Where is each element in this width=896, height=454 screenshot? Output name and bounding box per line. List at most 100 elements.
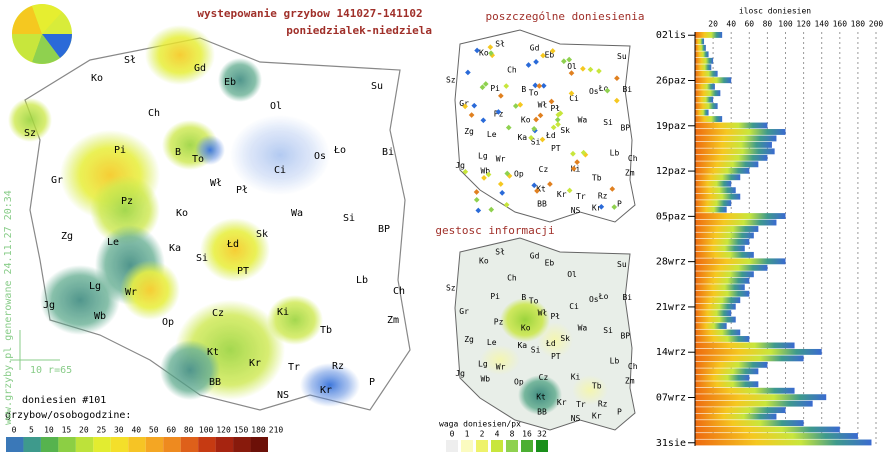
legend-tick-label: 0 <box>12 426 17 435</box>
mini-city-label: Wł <box>538 100 548 109</box>
report-dot <box>533 116 539 123</box>
report-dot <box>555 121 561 128</box>
city-label: PT <box>237 266 249 277</box>
mini-city-label: Bi <box>622 85 632 94</box>
bar <box>695 57 714 64</box>
legend-tick-label: 210 <box>269 426 284 435</box>
bar <box>695 187 736 194</box>
city-label: Pz <box>121 196 133 207</box>
city-label: Tr <box>288 362 300 373</box>
weight-swatch <box>461 440 473 452</box>
report-dot <box>604 87 611 94</box>
title: wystepowanie grzybow 141027-141102 <box>197 7 422 20</box>
mini-city-label: Os <box>589 87 599 96</box>
mini-city-label: Zg <box>464 127 474 136</box>
bar <box>695 361 768 368</box>
report-dot <box>587 66 594 73</box>
mini-city-label: Sz <box>446 284 456 293</box>
report-dot <box>566 187 573 194</box>
mini-city-label: Wa <box>578 115 588 124</box>
mini-city-label: Ci <box>569 302 579 311</box>
legend-tick-label: 180 <box>251 426 266 435</box>
report-dot <box>550 124 557 131</box>
city-label: Os <box>314 151 326 162</box>
mini-city-label: NS <box>571 414 581 423</box>
legend-swatch <box>198 437 216 452</box>
bar <box>695 103 718 110</box>
city-label: Ko <box>176 208 188 219</box>
x-tick-label: 20 <box>708 20 718 29</box>
legend-swatch <box>128 437 146 452</box>
city-label: B <box>175 147 181 158</box>
report-dot <box>539 136 546 143</box>
report-dot <box>468 112 475 118</box>
report-dot <box>497 181 504 187</box>
legend-swatch <box>93 437 111 452</box>
legend-swatch <box>58 437 76 452</box>
weight-tick-label: 4 <box>495 430 500 439</box>
x-tick-label: 200 <box>869 20 884 29</box>
report-dot <box>503 201 510 208</box>
mini-city-label: Ch <box>628 362 638 371</box>
mini-city-label: Gd <box>530 251 540 260</box>
legend-tick-label: 25 <box>97 426 107 435</box>
bar <box>695 329 741 336</box>
mini-city-label: Si <box>603 118 613 127</box>
report-dot <box>517 101 524 108</box>
mini-city-label: Pz <box>494 317 504 326</box>
mini-city-label: Zm <box>625 377 635 386</box>
mini-city-label: Ki <box>571 373 581 382</box>
mini-city-label: Łd <box>545 339 556 348</box>
weight-swatch <box>446 440 458 452</box>
city-label: Pł <box>236 185 248 196</box>
y-tick-label: 05paz <box>656 211 686 222</box>
weight-swatch <box>476 440 488 452</box>
mini-city-label: Kr <box>557 398 567 407</box>
bar <box>695 174 741 181</box>
bar <box>695 32 723 38</box>
city-label: P <box>369 377 375 388</box>
y-tick-label: 28wrz <box>656 257 686 268</box>
bar <box>695 258 786 265</box>
mini-city-label: NS <box>571 206 581 215</box>
pie-icon <box>12 4 72 64</box>
legend-swatch <box>110 437 129 452</box>
x-axis-title: ilosc doniesien <box>739 7 811 16</box>
report-dot <box>525 62 532 68</box>
weight-tick-label: 1 <box>465 430 470 439</box>
mini-city-label: Si <box>603 326 613 335</box>
city-label: Eb <box>224 77 236 88</box>
mini-city-label: Tr <box>576 400 586 409</box>
mini-city-label: Tb <box>592 174 602 183</box>
bar <box>695 251 754 258</box>
mini-city-label: Ko <box>479 48 489 57</box>
mini-city-label: Le <box>487 338 497 347</box>
bar <box>695 70 718 77</box>
mini-city-label: Ch <box>507 274 517 283</box>
y-tick-label: 31sie <box>656 438 686 449</box>
city-label: Su <box>371 81 383 92</box>
bar <box>695 284 745 291</box>
bar <box>695 264 768 271</box>
mini-city-label: Ko <box>479 256 489 265</box>
y-tick-label: 19paz <box>656 121 686 132</box>
report-dot <box>568 90 575 97</box>
y-tick-label: 02lis <box>656 30 686 41</box>
city-label: Si <box>196 253 208 264</box>
city-label: Ci <box>274 165 286 176</box>
bar <box>695 109 709 116</box>
report-count: doniesien #101 <box>22 395 106 406</box>
report-dot <box>503 83 510 89</box>
legend-tick-label: 80 <box>184 426 194 435</box>
x-tick-label: 100 <box>778 20 793 29</box>
mini-city-label: PT <box>551 352 561 361</box>
y-tick-label: 21wrz <box>656 302 686 313</box>
bar <box>695 323 727 329</box>
mini-city-label: Ka <box>517 133 527 142</box>
report-dot <box>580 65 586 72</box>
mini-city-label: Kr <box>557 190 567 199</box>
weight-swatch <box>521 440 533 452</box>
mini-city-label: Wa <box>578 323 588 332</box>
legend-tick-label: 120 <box>216 426 231 435</box>
density-title: gestosc informacji <box>435 224 554 237</box>
